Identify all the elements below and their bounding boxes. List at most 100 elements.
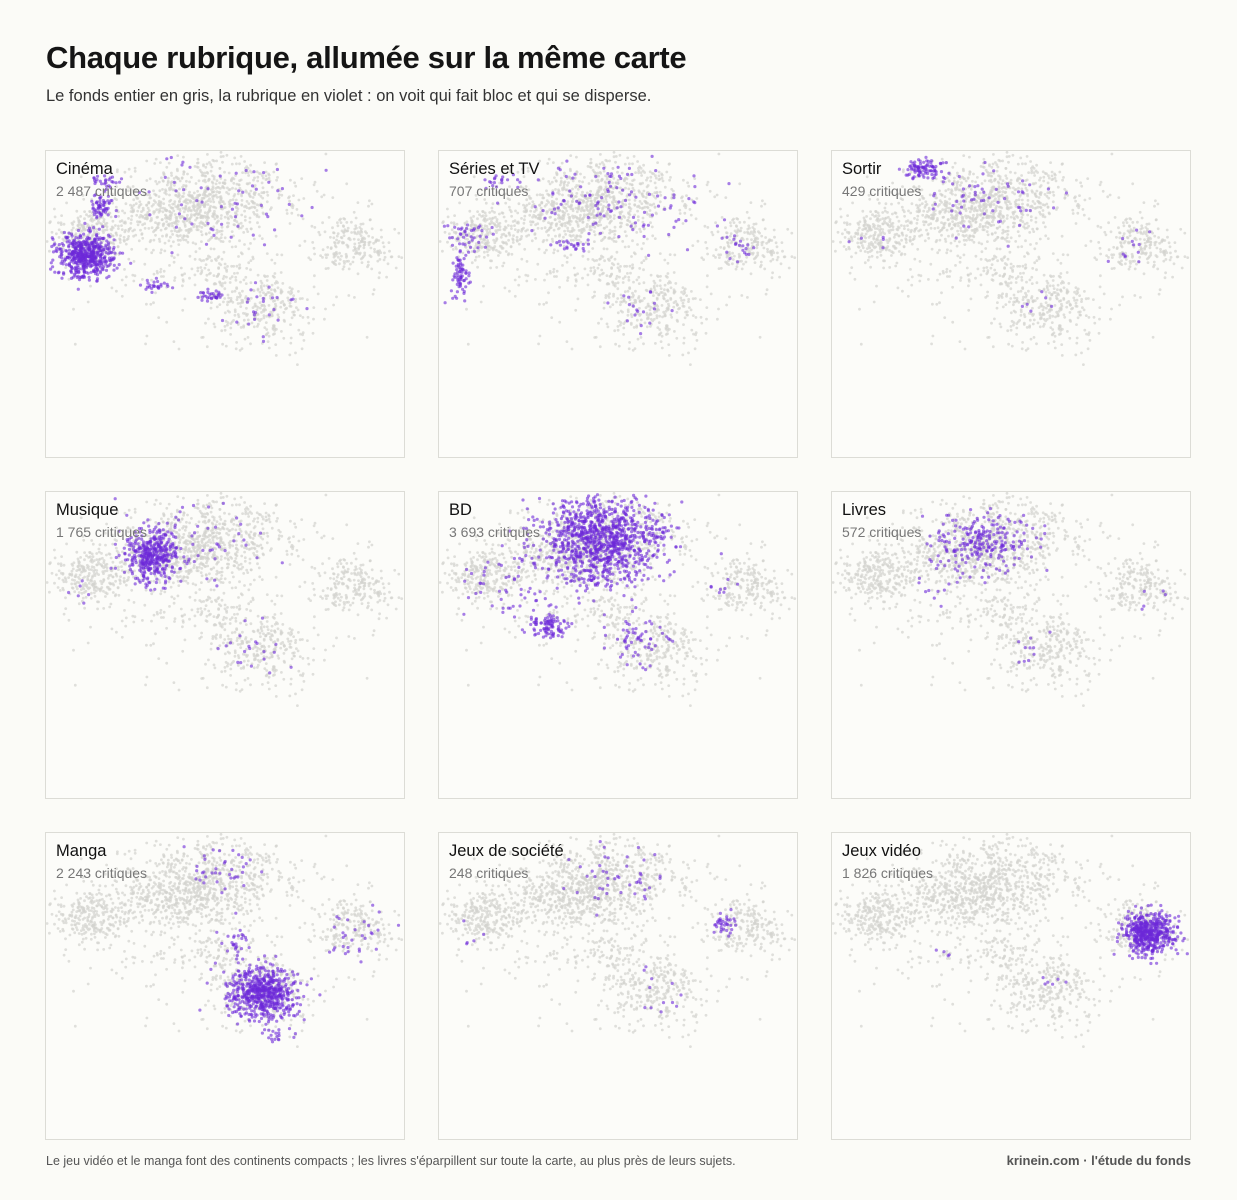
highlight-point — [573, 172, 577, 176]
background-point — [753, 237, 757, 240]
background-point — [297, 328, 301, 332]
background-point — [490, 246, 494, 250]
background-point — [1074, 222, 1078, 225]
background-point — [48, 221, 52, 225]
background-point — [718, 256, 721, 259]
highlight-point — [98, 236, 102, 240]
background-point — [636, 215, 640, 219]
background-point — [663, 283, 667, 287]
background-point — [521, 227, 524, 231]
background-point — [1027, 224, 1031, 228]
background-point — [159, 270, 162, 274]
highlight-point — [458, 242, 462, 246]
background-point — [242, 231, 246, 234]
background-point — [743, 231, 746, 234]
highlight-point — [220, 293, 224, 297]
background-point — [209, 247, 213, 251]
background-point — [654, 342, 657, 345]
background-point — [586, 209, 590, 212]
background-point — [627, 275, 631, 279]
background-point — [655, 303, 659, 307]
background-point — [197, 206, 200, 210]
background-point — [479, 300, 483, 304]
background-point — [232, 264, 236, 268]
background-point — [218, 303, 222, 306]
background-point — [563, 171, 566, 175]
highlight-point — [93, 181, 97, 186]
highlight-point — [60, 276, 64, 280]
background-point — [653, 181, 657, 185]
background-point — [342, 217, 346, 220]
background-point — [649, 273, 653, 277]
background-point — [626, 308, 630, 312]
background-point — [646, 191, 649, 194]
highlight-point — [59, 250, 63, 254]
background-point — [233, 219, 236, 222]
background-point — [157, 316, 161, 319]
background-point — [233, 313, 237, 317]
background-point — [280, 330, 283, 333]
background-point — [289, 323, 292, 326]
background-point — [504, 234, 508, 238]
background-point — [560, 161, 564, 165]
highlight-point — [104, 251, 108, 255]
background-point — [182, 238, 186, 242]
background-point — [172, 340, 176, 343]
highlight-point — [631, 215, 636, 219]
highlight-point — [152, 280, 156, 284]
background-point — [641, 220, 645, 224]
highlight-point — [115, 266, 119, 270]
background-point — [539, 206, 543, 210]
highlight-point — [229, 235, 233, 239]
background-point — [569, 220, 573, 223]
background-point — [252, 289, 256, 293]
background-point — [648, 308, 652, 312]
background-point — [644, 201, 648, 205]
background-point — [271, 326, 275, 330]
background-point — [1005, 155, 1009, 159]
background-point — [186, 240, 190, 244]
background-point — [131, 273, 135, 277]
background-point — [602, 200, 606, 203]
highlight-point — [725, 235, 729, 239]
background-point — [566, 183, 569, 187]
background-point — [495, 248, 498, 252]
highlight-point — [746, 243, 750, 247]
background-point — [664, 274, 668, 278]
highlight-point — [451, 261, 455, 265]
background-point — [228, 240, 232, 243]
highlight-point — [95, 279, 99, 283]
background-point — [164, 209, 168, 212]
background-point — [495, 218, 499, 221]
highlight-point — [112, 268, 116, 272]
background-point — [182, 170, 186, 173]
background-point — [636, 205, 639, 209]
background-point — [599, 153, 602, 156]
background-point — [177, 192, 181, 195]
background-point — [488, 230, 492, 234]
background-point — [731, 258, 735, 261]
background-point — [603, 301, 606, 304]
highlight-point — [289, 298, 293, 302]
background-point — [273, 261, 277, 265]
background-point — [787, 266, 791, 270]
background-point — [626, 272, 629, 275]
background-point — [624, 203, 628, 207]
background-point — [666, 329, 670, 332]
highlight-point — [77, 270, 81, 274]
background-point — [141, 278, 144, 281]
background-point — [132, 260, 136, 263]
background-point — [706, 274, 709, 278]
background-point — [219, 239, 223, 243]
background-point — [232, 234, 235, 238]
background-point — [989, 171, 993, 175]
background-point — [266, 193, 270, 197]
background-point — [262, 284, 266, 288]
background-point — [363, 237, 367, 240]
background-point — [235, 298, 239, 301]
background-point — [750, 238, 753, 241]
background-point — [288, 286, 292, 289]
background-point — [172, 260, 176, 264]
background-point — [309, 258, 312, 261]
background-point — [265, 328, 269, 331]
